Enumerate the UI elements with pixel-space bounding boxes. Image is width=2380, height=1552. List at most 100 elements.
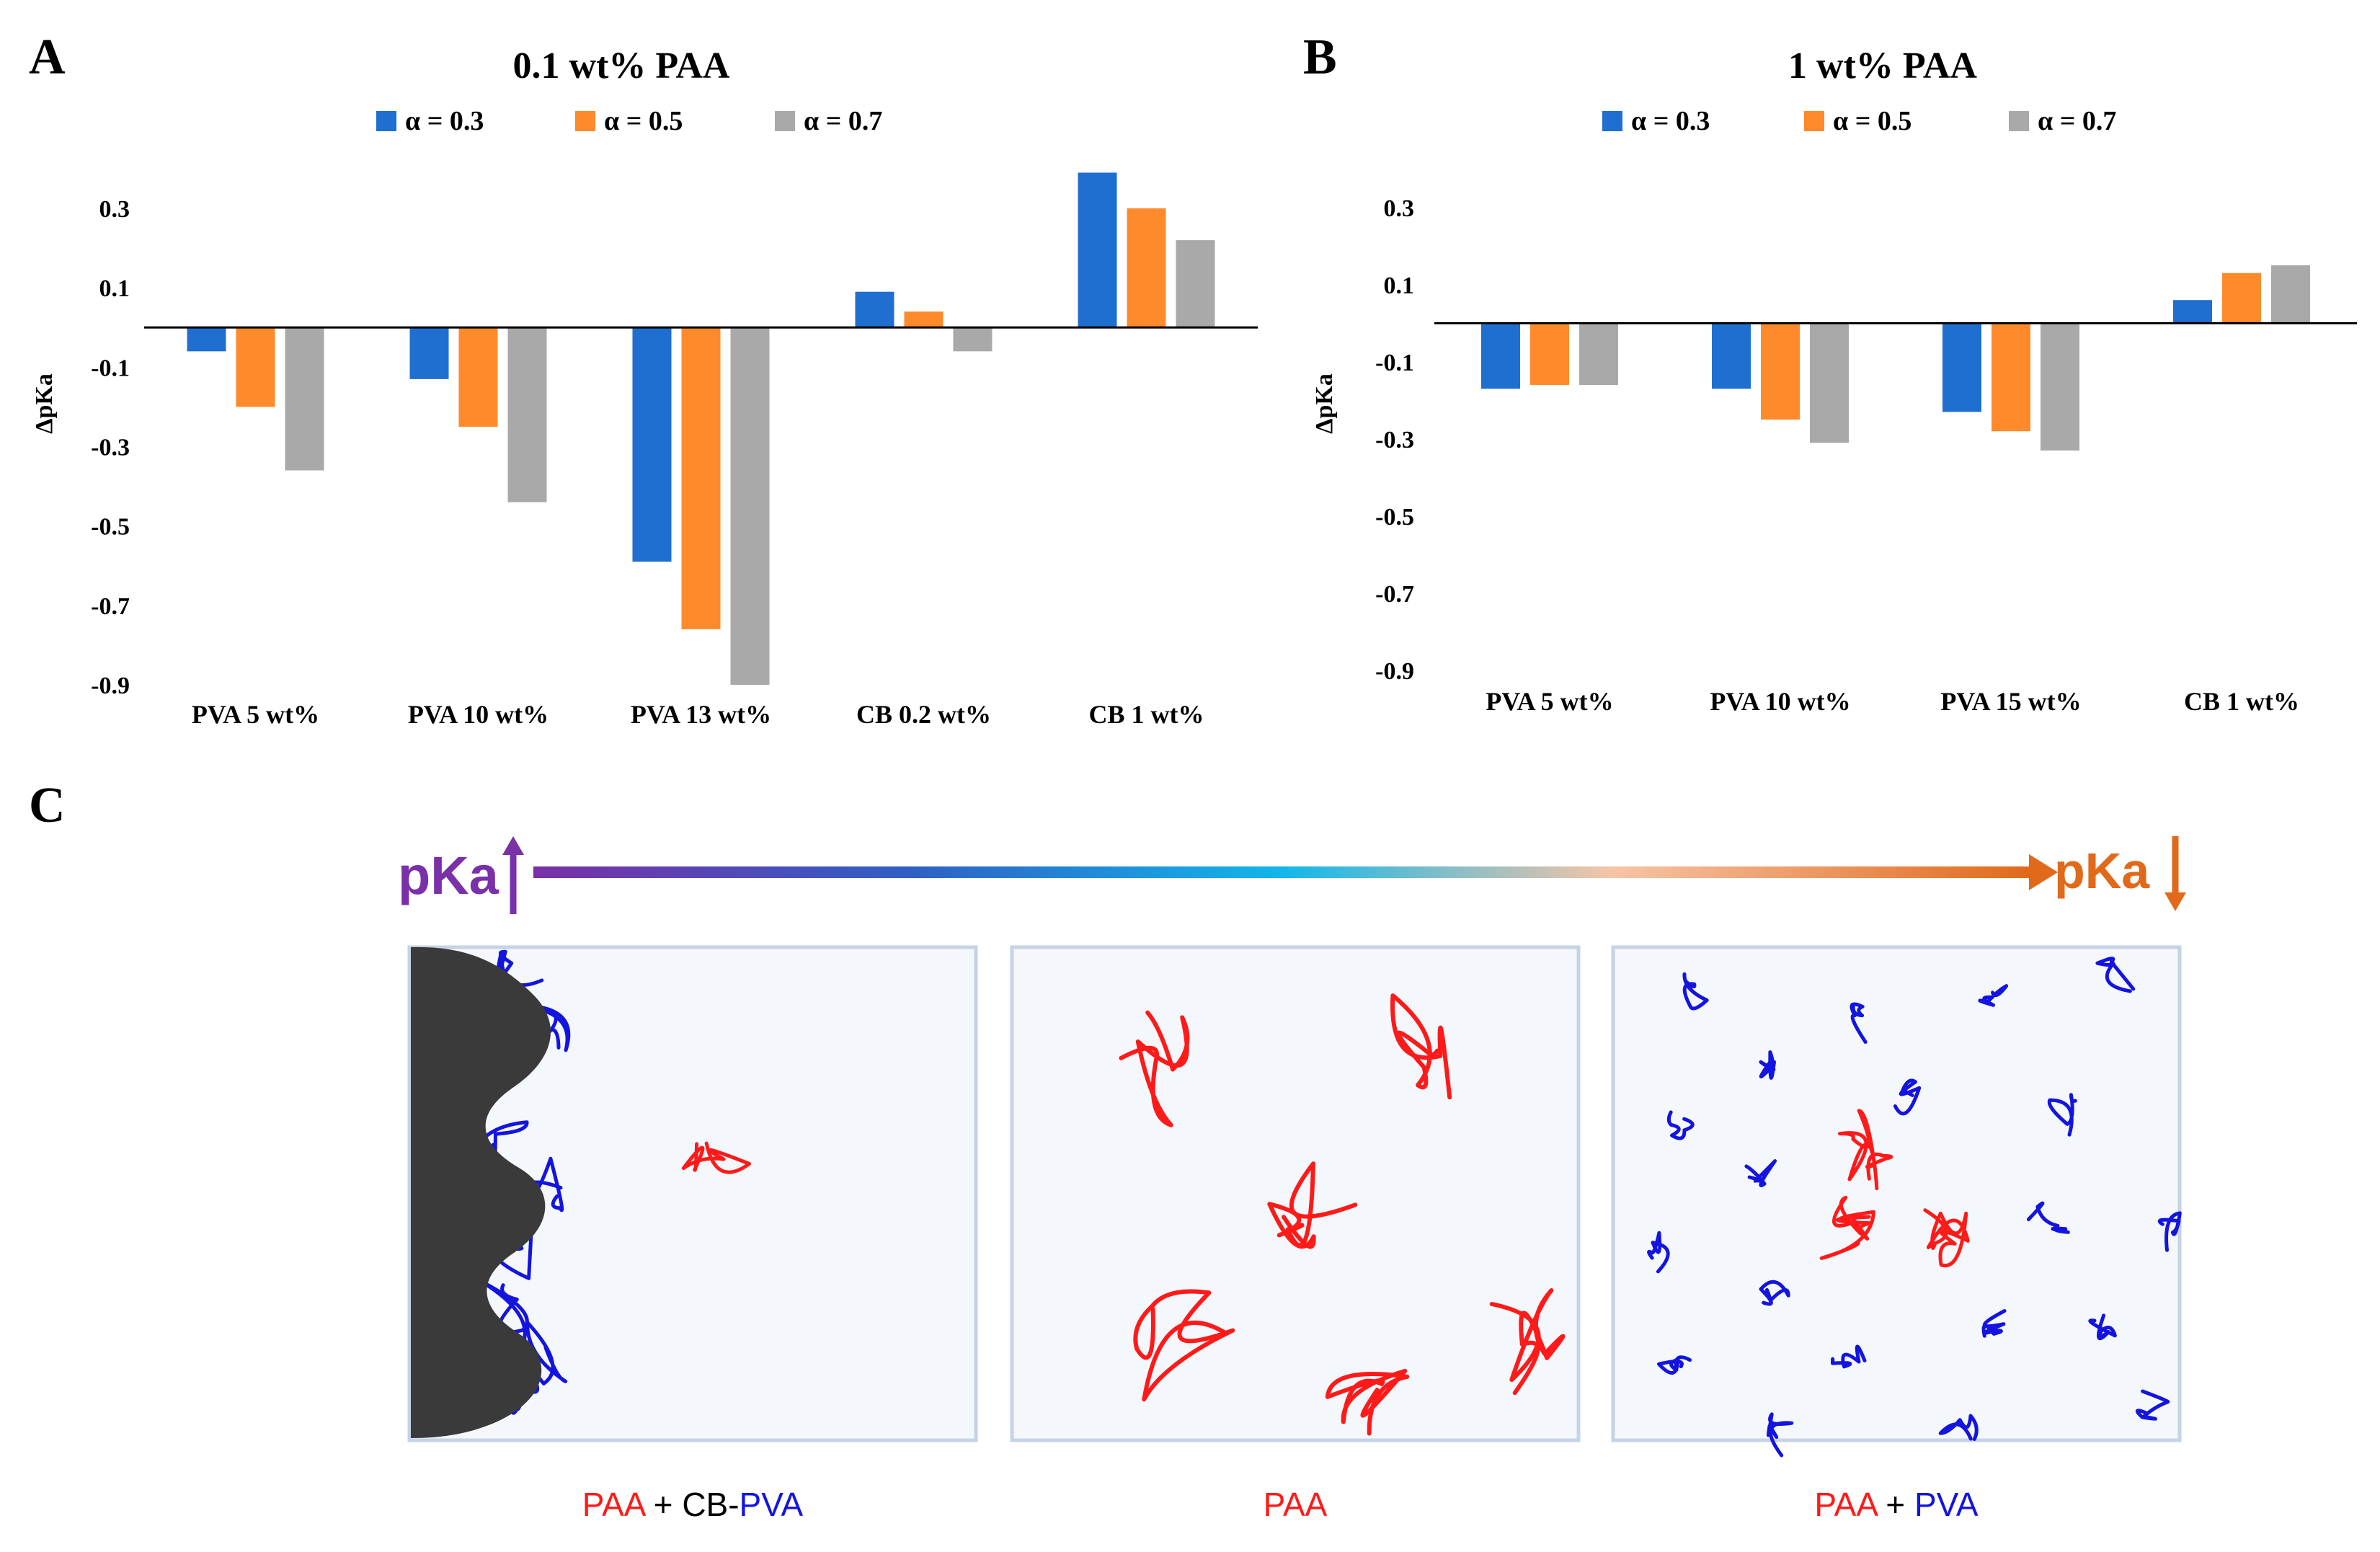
y-tick-label: 0.3 — [99, 196, 130, 223]
bar — [458, 327, 498, 427]
arrow-head-icon — [2029, 854, 2058, 890]
caption-part: PAA — [1263, 1486, 1328, 1523]
pva-coil — [1978, 984, 2009, 1007]
paa-coil — [1923, 1208, 1970, 1268]
x-tick-label: PVA 5 wt% — [1486, 687, 1613, 716]
pka-gradient-arrow — [533, 854, 2058, 890]
chart-a-legend: α = 0.3 α = 0.5 α = 0.7 — [376, 106, 882, 136]
bar — [236, 327, 275, 407]
chart-a-bars — [187, 172, 1215, 685]
caption-part: + CB- — [644, 1486, 740, 1523]
gradient-bar — [533, 866, 2033, 878]
pva-coil — [2095, 957, 2136, 993]
panel-label-a: A — [29, 30, 66, 85]
bar — [1176, 240, 1215, 328]
y-tick-label: -0.3 — [91, 435, 130, 461]
chart-b-legend: α = 0.3 α = 0.5 α = 0.7 — [1602, 106, 2116, 136]
bar — [507, 327, 547, 502]
x-tick-label: CB 1 wt% — [1089, 700, 1204, 729]
paa-coil — [1390, 993, 1452, 1100]
legend-swatch — [1602, 111, 1622, 131]
y-tick-label: -0.9 — [91, 673, 130, 699]
legend-swatch — [775, 111, 795, 131]
chart-b-bars — [1481, 265, 2310, 451]
pva-coil — [1938, 1414, 1979, 1441]
x-tick-label: CB 1 wt% — [2184, 687, 2299, 716]
panel-label-c: C — [29, 778, 66, 833]
pva-coil — [1682, 972, 1709, 1011]
legend-entry: α = 0.3 — [405, 106, 484, 136]
y-tick-label: -0.1 — [91, 355, 130, 381]
bar — [1992, 323, 2030, 432]
pva-coil — [1657, 1355, 1692, 1375]
caption-paa-pva: PAA + PVA — [1613, 1485, 2180, 1524]
bar — [1078, 172, 1117, 328]
y-tick-label: -0.5 — [91, 514, 130, 541]
caption-part: PAA — [1814, 1486, 1877, 1523]
paa-coil — [1133, 1289, 1235, 1402]
legend-entry: α = 0.7 — [2038, 106, 2116, 136]
bar — [1481, 323, 1520, 389]
bar — [730, 327, 770, 685]
chart-b: 1 wt% PAA ΔpKa α = 0.3 α = 0.5 α = 0.7 0.3… — [1311, 45, 2357, 716]
chart-b-ylabel: ΔpKa — [1311, 373, 1338, 434]
pva-coil — [1744, 1159, 1777, 1187]
pva-coil — [1647, 1230, 1670, 1274]
chart-a-title: 0.1 wt% PAA — [513, 45, 730, 87]
pka-down-arrow-icon — [2164, 836, 2186, 911]
legend-swatch — [376, 111, 396, 131]
bar — [1761, 323, 1800, 420]
paa-coil — [1819, 1195, 1875, 1260]
bar — [2173, 300, 2212, 324]
chart-b-y-axis: 0.3 0.1 -0.1 -0.3 -0.5 -0.7 -0.9 — [1375, 195, 1414, 685]
bar — [2041, 323, 2079, 451]
caption-part: PVA — [1914, 1486, 1979, 1523]
pva-coil — [1759, 1280, 1790, 1306]
pva-coil — [1759, 1050, 1776, 1080]
bar — [1712, 323, 1751, 389]
chart-b-title: 1 wt% PAA — [1788, 45, 1977, 87]
y-tick-label: 0.1 — [1384, 272, 1415, 299]
bar — [2271, 265, 2310, 324]
x-tick-label: PVA 10 wt% — [408, 700, 549, 729]
x-tick-label: PVA 10 wt% — [1710, 687, 1850, 716]
legend-entry: α = 0.5 — [604, 106, 683, 136]
chart-a: 0.1 wt% PAA ΔpKa α = 0.3 α = 0.5 α = 0.7 0… — [31, 45, 1258, 729]
pva-coil — [1831, 1344, 1867, 1369]
y-tick-label: -0.7 — [91, 593, 130, 620]
y-tick-label: -0.9 — [1375, 658, 1414, 685]
pka-up-arrow-icon — [502, 836, 524, 914]
bar — [1810, 323, 1849, 443]
pva-coil — [2135, 1389, 2170, 1421]
pka-right-label: pKa — [2054, 843, 2150, 899]
paa-coil — [1838, 1109, 1893, 1191]
bar — [187, 327, 226, 352]
chart-a-ylabel: ΔpKa — [31, 373, 58, 434]
carbon-black-particle — [411, 946, 551, 1438]
y-tick-label: -0.3 — [1375, 427, 1414, 453]
pva-coil — [2088, 1313, 2117, 1341]
pva-coil — [1850, 1002, 1868, 1044]
bar — [409, 327, 449, 379]
paa-coil — [1267, 1161, 1358, 1249]
bar — [285, 327, 324, 471]
pva-coil — [1981, 1309, 2007, 1338]
x-tick-label: PVA 13 wt% — [631, 700, 771, 729]
chart-a-x-axis: PVA 5 wt% PVA 10 wt% PVA 13 wt% CB 0.2 wt% C… — [192, 700, 1204, 729]
bar — [953, 327, 993, 352]
bar — [681, 327, 721, 629]
chart-a-y-axis: 0.3 0.1 -0.1 -0.3 -0.5 -0.7 -0.9 — [91, 196, 130, 699]
y-tick-label: -0.5 — [1375, 504, 1414, 531]
y-tick-label: 0.3 — [1384, 195, 1415, 222]
legend-swatch — [2009, 111, 2029, 131]
legend-swatch — [1804, 111, 1824, 131]
caption-part: + — [1876, 1486, 1914, 1523]
caption-paa: PAA — [1012, 1485, 1578, 1524]
bar — [1127, 208, 1166, 328]
caption-part: PAA — [582, 1486, 644, 1523]
legend-swatch — [575, 111, 595, 131]
pva-coil — [2157, 1211, 2182, 1252]
legend-entry: α = 0.7 — [804, 106, 882, 136]
pva-coil — [1766, 1412, 1794, 1458]
